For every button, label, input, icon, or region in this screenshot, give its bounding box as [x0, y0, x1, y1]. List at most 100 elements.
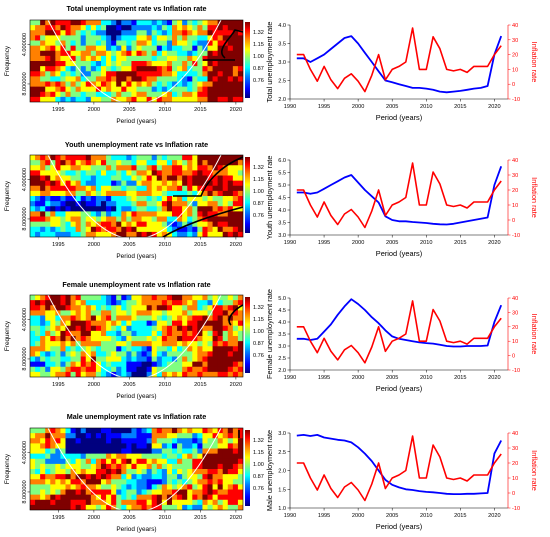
- heatmap-cell: [30, 346, 36, 352]
- heatmap-cell: [156, 81, 163, 88]
- heatmap-cell: [151, 206, 158, 212]
- heatmap-cell: [232, 175, 239, 182]
- heatmap-cell: [182, 20, 188, 26]
- heatmap-cell: [121, 310, 127, 316]
- heatmap-cell: [217, 443, 224, 449]
- heatmap-cell: [217, 295, 224, 301]
- heatmap-cell: [106, 504, 112, 510]
- heatmap-cell: [146, 356, 153, 363]
- heatmap-cell: [197, 325, 203, 332]
- y-axis-label: Frequency: [4, 320, 11, 351]
- heatmap-cell: [212, 20, 219, 26]
- heatmap-cell: [187, 190, 193, 197]
- heatmap-cell: [40, 96, 46, 102]
- heatmap-cell: [121, 458, 127, 465]
- heatmap-cell: [192, 443, 198, 449]
- heatmap-cell: [237, 86, 243, 93]
- heatmap-cell: [116, 300, 122, 306]
- heatmap-cell: [45, 315, 51, 322]
- heatmap-cell: [202, 216, 208, 223]
- heatmap-cell: [166, 61, 173, 67]
- heatmap-cell: [70, 305, 77, 311]
- heatmap-cell: [202, 170, 208, 176]
- heatmap-cell: [177, 336, 183, 342]
- heatmap-cell: [131, 336, 137, 342]
- heatmap-cell: [80, 371, 87, 377]
- heatmap-cell: [207, 55, 213, 62]
- heatmap-cell: [141, 40, 148, 47]
- y2-tick-label: 0: [512, 218, 515, 224]
- heatmap-cell: [217, 231, 224, 237]
- heatmap-cell: [90, 30, 97, 36]
- heatmap-cell: [70, 55, 77, 62]
- heatmap-cell: [126, 320, 132, 327]
- heatmap-cell: [177, 438, 183, 444]
- heatmap-cell: [131, 175, 137, 182]
- heatmap-cell: [50, 55, 56, 62]
- heatmap-cell: [172, 30, 178, 36]
- heatmap-cell: [35, 443, 41, 449]
- heatmap-cell: [30, 341, 36, 347]
- heatmap-cell: [166, 185, 173, 192]
- heatmap-cell: [177, 206, 183, 212]
- y-tick-label: 1.0: [278, 506, 286, 512]
- heatmap-cell: [146, 315, 153, 322]
- heatmap-cell: [45, 25, 51, 31]
- heatmap-cell: [156, 484, 163, 490]
- heatmap-cell: [141, 20, 148, 26]
- heatmap-cell: [207, 226, 213, 233]
- heatmap-cell: [202, 463, 208, 470]
- heatmap-cell: [166, 484, 173, 490]
- wavelet-title: Female unemployment rate vs Inflation ra…: [62, 280, 210, 289]
- heatmap-cell: [172, 453, 178, 460]
- heatmap-cell: [65, 371, 71, 377]
- heatmap-cell: [232, 216, 239, 223]
- heatmap-cell: [126, 196, 132, 202]
- heatmap-cell: [65, 474, 71, 480]
- heatmap-cell: [45, 433, 51, 439]
- heatmap-cell: [131, 190, 137, 197]
- heatmap-cell: [55, 489, 61, 496]
- heatmap-cell: [182, 494, 188, 501]
- heatmap-cell: [207, 206, 213, 212]
- heatmap-cell: [151, 196, 158, 202]
- heatmap-cell: [172, 310, 178, 316]
- heatmap-cell: [50, 96, 56, 102]
- heatmap-cell: [75, 438, 82, 444]
- heatmap-cell: [161, 469, 168, 475]
- heatmap-cell: [60, 474, 66, 480]
- heatmap-cell: [136, 448, 142, 455]
- heatmap-cell: [121, 20, 127, 26]
- heatmap-cell: [141, 226, 148, 233]
- heatmap-cell: [55, 371, 61, 377]
- heatmap-cell: [172, 71, 178, 77]
- heatmap-cell: [237, 71, 243, 77]
- heatmap-cell: [187, 325, 193, 332]
- heatmap-cell: [187, 300, 193, 306]
- heatmap-cell: [227, 448, 234, 455]
- heatmap-cell: [182, 336, 188, 342]
- legend-tick-label: 1.00: [253, 54, 264, 60]
- heatmap-cell: [161, 155, 168, 161]
- heatmap-cell: [45, 211, 51, 217]
- heatmap-cell: [126, 463, 132, 470]
- heatmap-cell: [50, 356, 56, 363]
- heatmap-cell: [111, 356, 117, 363]
- heatmap-cell: [116, 160, 122, 166]
- heatmap-cell: [90, 40, 97, 47]
- heatmap-cell: [136, 91, 142, 98]
- heatmap-cell: [55, 463, 61, 470]
- x-tick-label: 1995: [318, 513, 330, 519]
- heatmap-cell: [202, 300, 208, 306]
- heatmap-cell: [207, 86, 213, 93]
- heatmap-cell: [161, 463, 168, 470]
- heatmap-cell: [172, 160, 178, 166]
- heatmap-cell: [35, 231, 41, 237]
- wavelet-title: Youth unemployment rate vs Inflation rat…: [65, 140, 208, 149]
- heatmap-cell: [121, 201, 127, 207]
- y2-tick-label: 30: [512, 446, 518, 452]
- heatmap-cell: [95, 504, 102, 510]
- heatmap-cell: [141, 196, 148, 202]
- heatmap-cell: [136, 50, 142, 57]
- heatmap-cell: [111, 438, 117, 444]
